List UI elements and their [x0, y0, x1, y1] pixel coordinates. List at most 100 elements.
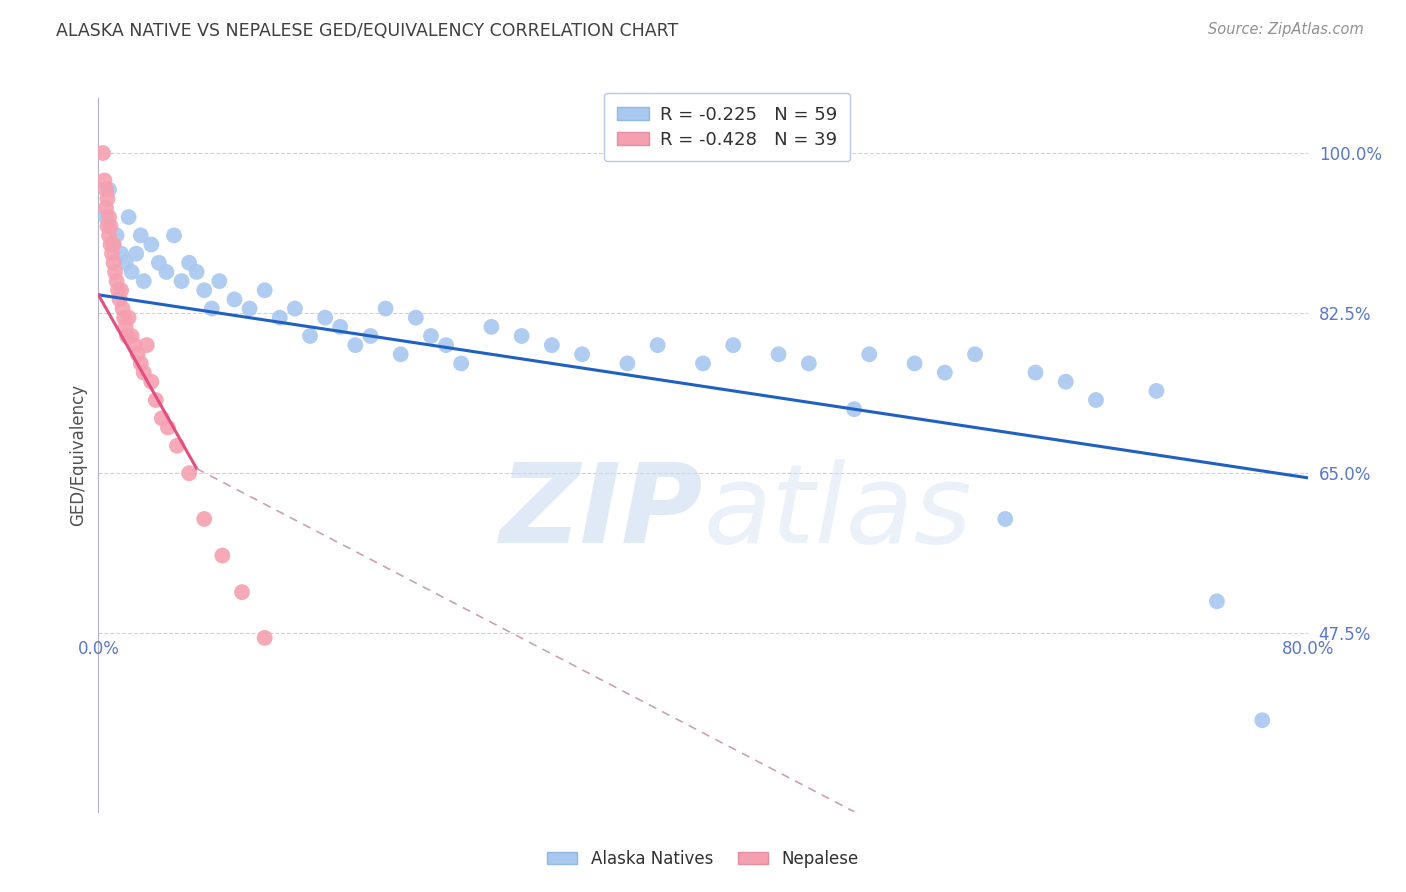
- Point: [299, 329, 322, 343]
- Point: [121, 329, 143, 343]
- Point: [96, 219, 118, 234]
- Point: [96, 192, 118, 206]
- Point: [114, 319, 136, 334]
- Point: [858, 347, 880, 361]
- Point: [104, 265, 127, 279]
- Point: [91, 146, 114, 161]
- Point: [135, 338, 157, 352]
- Point: [141, 237, 163, 252]
- Point: [994, 512, 1017, 526]
- Point: [768, 347, 790, 361]
- Point: [904, 356, 927, 370]
- Point: [100, 219, 122, 234]
- Point: [253, 283, 276, 297]
- Point: [284, 301, 307, 316]
- Point: [211, 549, 233, 563]
- Point: [481, 319, 503, 334]
- Point: [177, 467, 201, 481]
- Text: ZIP: ZIP: [499, 458, 703, 566]
- Point: [110, 246, 132, 260]
- Point: [103, 237, 125, 252]
- Point: [344, 338, 367, 352]
- Y-axis label: GED/Equivalency: GED/Equivalency: [69, 384, 87, 526]
- Point: [127, 347, 149, 361]
- Point: [721, 338, 744, 352]
- Point: [112, 310, 135, 325]
- Point: [155, 265, 177, 279]
- Point: [105, 274, 128, 288]
- Point: [124, 338, 146, 352]
- Point: [374, 301, 396, 316]
- Point: [156, 420, 179, 434]
- Point: [253, 631, 276, 645]
- Point: [1144, 384, 1167, 398]
- Point: [1251, 713, 1274, 727]
- Text: atlas: atlas: [703, 458, 972, 566]
- Point: [450, 356, 472, 370]
- Point: [93, 173, 115, 187]
- Legend: R = -0.225   N = 59, R = -0.428   N = 39: R = -0.225 N = 59, R = -0.428 N = 39: [605, 93, 851, 161]
- Point: [105, 228, 128, 243]
- Point: [94, 183, 117, 197]
- Point: [108, 293, 131, 307]
- Point: [107, 283, 129, 297]
- Point: [163, 228, 186, 243]
- Point: [314, 310, 336, 325]
- Point: [111, 301, 134, 316]
- Point: [110, 283, 132, 297]
- Point: [94, 210, 117, 224]
- Point: [934, 366, 956, 380]
- Point: [186, 265, 208, 279]
- Point: [148, 256, 170, 270]
- Point: [166, 439, 188, 453]
- Point: [571, 347, 593, 361]
- Point: [115, 329, 138, 343]
- Point: [329, 319, 352, 334]
- Point: [231, 585, 253, 599]
- Point: [103, 256, 125, 270]
- Point: [389, 347, 412, 361]
- Point: [965, 347, 987, 361]
- Point: [1206, 594, 1229, 608]
- Text: 0.0%: 0.0%: [77, 640, 120, 658]
- Point: [1054, 375, 1077, 389]
- Text: 80.0%: 80.0%: [1281, 640, 1334, 658]
- Point: [434, 338, 457, 352]
- Point: [208, 274, 231, 288]
- Point: [405, 310, 427, 325]
- Point: [647, 338, 669, 352]
- Point: [101, 246, 124, 260]
- Point: [118, 310, 141, 325]
- Point: [129, 228, 152, 243]
- Text: Source: ZipAtlas.com: Source: ZipAtlas.com: [1208, 22, 1364, 37]
- Point: [1085, 392, 1108, 407]
- Point: [98, 210, 121, 224]
- Point: [132, 274, 155, 288]
- Point: [239, 301, 262, 316]
- Point: [121, 265, 143, 279]
- Point: [510, 329, 533, 343]
- Point: [129, 356, 152, 370]
- Point: [141, 375, 163, 389]
- Point: [103, 237, 125, 252]
- Point: [616, 356, 638, 370]
- Point: [98, 183, 121, 197]
- Point: [114, 256, 136, 270]
- Point: [193, 283, 215, 297]
- Legend: Alaska Natives, Nepalese: Alaska Natives, Nepalese: [541, 844, 865, 875]
- Point: [177, 256, 201, 270]
- Point: [170, 274, 193, 288]
- Point: [132, 366, 155, 380]
- Point: [797, 356, 820, 370]
- Point: [201, 301, 224, 316]
- Point: [150, 411, 173, 425]
- Text: ALASKA NATIVE VS NEPALESE GED/EQUIVALENCY CORRELATION CHART: ALASKA NATIVE VS NEPALESE GED/EQUIVALENC…: [56, 22, 679, 40]
- Point: [269, 310, 291, 325]
- Point: [125, 246, 148, 260]
- Point: [844, 402, 866, 417]
- Point: [100, 237, 122, 252]
- Point: [1024, 366, 1046, 380]
- Point: [118, 210, 141, 224]
- Point: [193, 512, 215, 526]
- Point: [360, 329, 382, 343]
